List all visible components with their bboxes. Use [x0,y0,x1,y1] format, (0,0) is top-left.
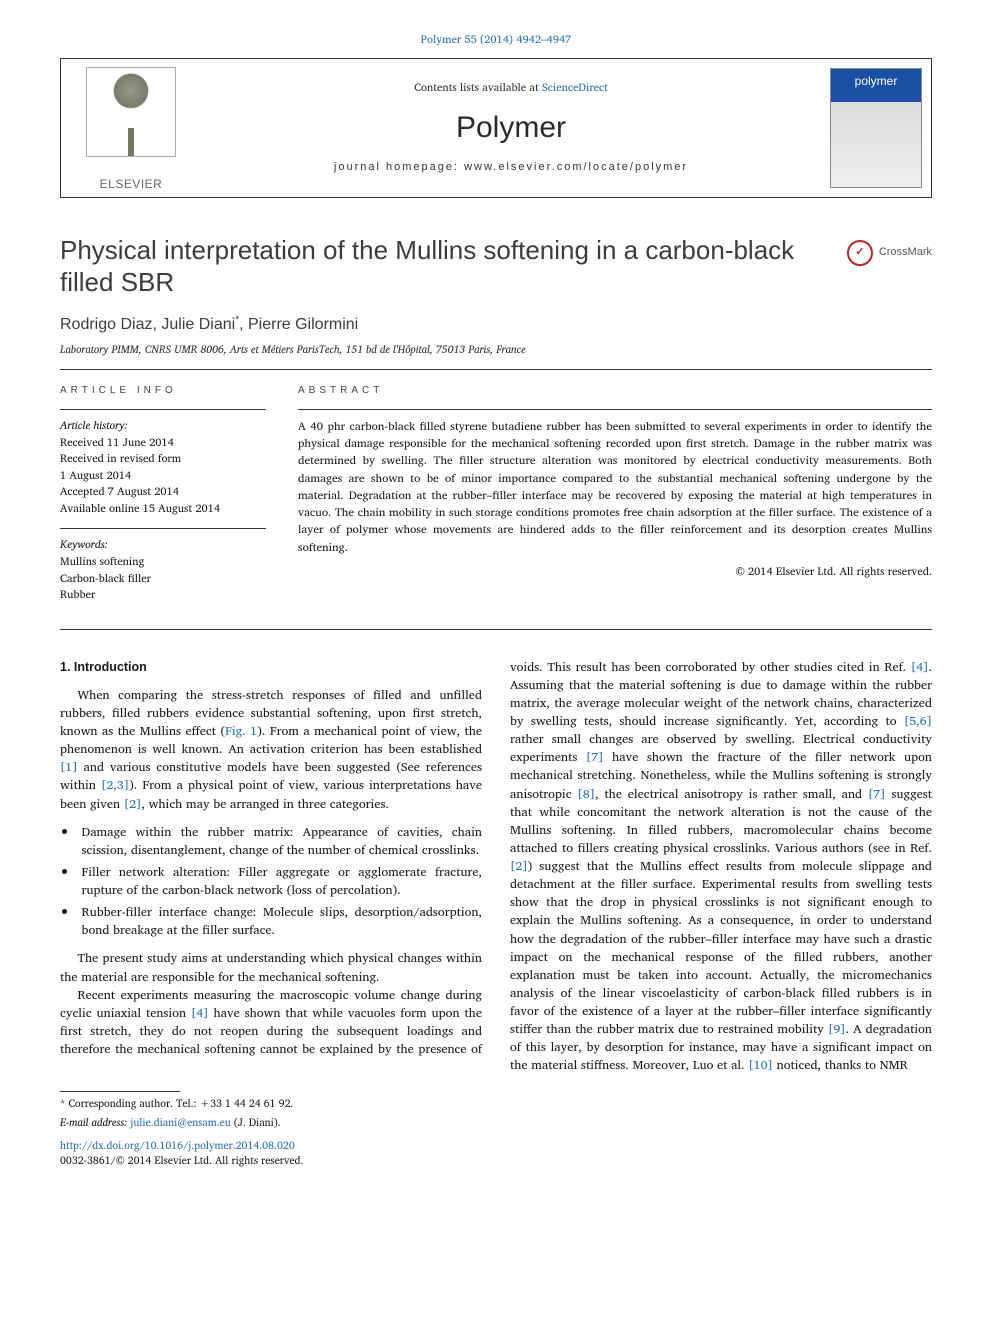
sciencedirect-link[interactable]: ScienceDirect [542,78,608,96]
keyword: Mullins softening [60,553,266,570]
history-line: 1 August 2014 [60,467,266,484]
history-line: Accepted 7 August 2014 [60,483,266,500]
cover-word: polymer [831,73,921,90]
history-line: Received 11 June 2014 [60,434,266,451]
citation[interactable]: [10] [748,1055,773,1075]
abstract: ABSTRACT A 40 phr carbon-black filled st… [280,370,932,628]
corresponding-footnote: * Corresponding author. Tel.: +33 1 44 2… [60,1096,932,1111]
article-body: 1. Introduction When comparing the stres… [60,658,932,1075]
citation[interactable]: [1] [60,757,78,777]
authors: Rodrigo Diaz, Julie Diani*, Pierre Gilor… [60,313,932,336]
email-footnote: E-mail address: julie.diani@ensam.eu (J.… [60,1115,932,1130]
history-line: Available online 15 August 2014 [60,500,266,517]
abstract-heading: ABSTRACT [298,384,932,399]
publisher-block: ELSEVIER [61,59,201,197]
keyword: Carbon-black filler [60,570,266,587]
citation[interactable]: [7] [868,784,886,804]
journal-cover-icon: polymer [830,68,922,188]
citation[interactable]: [4] [191,1003,209,1023]
citation[interactable]: [2] [510,856,528,876]
journal-issue-link[interactable]: Polymer 55 (2014) 4942–4947 [60,32,932,48]
issue-ref-a: Polymer 55 (2014) 4942 [421,30,541,48]
email-link[interactable]: julie.diani@ensam.eu [130,1113,230,1131]
section-heading: 1. Introduction [60,658,482,676]
affiliation: Laboratory PIMM, CNRS UMR 8006, Arts et … [60,342,932,357]
bullet-list: Damage within the rubber matrix: Appeara… [78,823,483,940]
crossmark-label: CrossMark [879,245,932,261]
list-item: Rubber-filler interface change: Molecule… [78,903,483,939]
keyword: Rubber [60,586,266,603]
crossmark-icon: ✓ [847,240,873,266]
citation[interactable]: [4] [911,657,929,677]
footnote-rule [60,1091,180,1092]
issue-ref-b: 4947 [547,30,572,48]
figure-ref[interactable]: Fig. 1 [225,721,257,741]
article-info: ARTICLE INFO Article history: Received 1… [60,370,280,628]
citation[interactable]: [8] [577,784,595,804]
citation[interactable]: [7] [586,747,604,767]
doi-block: http://dx.doi.org/10.1016/j.polymer.2014… [60,1138,932,1168]
citation[interactable]: [2,3] [101,775,129,795]
citation[interactable]: [5,6] [904,711,932,731]
abstract-copyright: © 2014 Elsevier Ltd. All rights reserved… [298,564,932,580]
homepage-url[interactable]: www.elsevier.com/locate/polymer [464,161,688,173]
list-item: Filler network alteration: Filler aggreg… [78,863,483,899]
history-label: Article history: [60,418,266,434]
para: When comparing the stress-stretch respon… [60,686,482,813]
issn-copyright: 0032-3861/© 2014 Elsevier Ltd. All right… [60,1153,932,1168]
article-title: Physical interpretation of the Mullins s… [60,234,800,299]
journal-name: Polymer [201,106,821,150]
article-info-heading: ARTICLE INFO [60,384,266,399]
contents-line: Contents lists available at ScienceDirec… [201,80,821,96]
list-item: Damage within the rubber matrix: Appeara… [78,823,483,859]
para: The present study aims at understanding … [60,949,482,985]
journal-banner: ELSEVIER Contents lists available at Sci… [60,58,932,198]
journal-homepage: journal homepage: www.elsevier.com/locat… [201,160,821,176]
cover-thumb-wrap: polymer [821,59,931,197]
citation[interactable]: [9] [828,1019,846,1039]
publisher-name: ELSEVIER [100,176,163,193]
banner-center: Contents lists available at ScienceDirec… [201,59,821,197]
history-line: Received in revised form [60,450,266,467]
citation[interactable]: [2] [124,794,142,814]
crossmark-badge[interactable]: ✓ CrossMark [847,240,932,266]
keywords-label: Keywords: [60,537,266,553]
abstract-text: A 40 phr carbon-black filled styrene but… [298,418,932,556]
elsevier-tree-icon [86,67,176,157]
